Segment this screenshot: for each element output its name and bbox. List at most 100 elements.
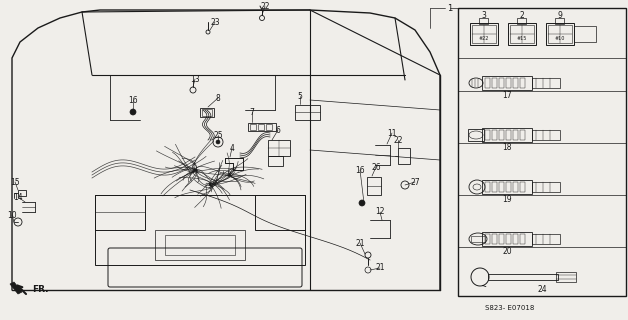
Bar (485, 78, 490, 88)
Bar (513, 234, 518, 244)
Text: 3: 3 (482, 11, 487, 20)
Text: 22: 22 (393, 135, 403, 145)
Text: 10: 10 (7, 211, 17, 220)
Text: 7: 7 (249, 108, 254, 116)
Text: 9: 9 (558, 11, 563, 20)
Bar (458, 8, 626, 296)
Text: 23: 23 (210, 18, 220, 27)
Polygon shape (10, 282, 22, 294)
Text: 16: 16 (355, 165, 365, 174)
Text: 18: 18 (502, 142, 512, 151)
Bar (248, 123, 276, 131)
Bar (520, 130, 525, 140)
Bar (482, 232, 532, 246)
Bar (266, 124, 272, 130)
Bar (258, 124, 264, 130)
Text: 26: 26 (371, 163, 381, 172)
Bar (468, 129, 484, 141)
Text: 6: 6 (276, 125, 281, 134)
Bar (485, 234, 490, 244)
Bar (532, 182, 560, 192)
Bar (492, 130, 497, 140)
Text: 5: 5 (298, 92, 303, 100)
Bar (506, 234, 511, 244)
Text: 17: 17 (502, 91, 512, 100)
Bar (506, 78, 511, 88)
Circle shape (216, 140, 220, 144)
Bar (520, 182, 525, 192)
Bar (499, 130, 504, 140)
Bar (492, 234, 497, 244)
Bar (510, 25, 534, 43)
Text: FR.: FR. (32, 285, 48, 294)
Bar (492, 78, 497, 88)
Bar (95, 195, 145, 230)
Bar (513, 78, 518, 88)
Bar (295, 105, 320, 120)
Text: 25: 25 (213, 131, 223, 140)
Bar (532, 130, 560, 140)
Bar (482, 76, 532, 90)
Text: 12: 12 (376, 207, 385, 217)
Text: 16: 16 (128, 95, 138, 105)
Bar (18, 190, 26, 196)
Bar (470, 23, 498, 45)
Text: 27: 27 (410, 178, 420, 187)
Circle shape (359, 200, 365, 206)
Bar (506, 182, 511, 192)
Bar (513, 130, 518, 140)
Text: #10: #10 (555, 36, 565, 41)
Bar (367, 177, 381, 195)
Text: 13: 13 (190, 75, 200, 84)
Bar (165, 235, 235, 255)
Bar (472, 25, 496, 43)
Bar (482, 180, 532, 194)
Bar (513, 182, 518, 192)
Bar (499, 234, 504, 244)
Bar (485, 130, 490, 140)
Text: 8: 8 (215, 93, 220, 102)
Text: 15: 15 (10, 178, 20, 187)
Text: #22: #22 (479, 36, 489, 41)
Bar (508, 23, 536, 45)
Text: 21: 21 (376, 263, 385, 273)
Text: S823- E07018: S823- E07018 (485, 305, 534, 311)
Bar (556, 272, 576, 282)
Bar (268, 156, 283, 166)
Bar (202, 109, 212, 116)
Text: 11: 11 (387, 129, 397, 138)
Bar (532, 78, 560, 88)
Bar (499, 182, 504, 192)
Text: 14: 14 (13, 193, 23, 202)
Text: 1: 1 (447, 4, 453, 12)
Bar (200, 108, 214, 117)
Text: 21: 21 (355, 238, 365, 247)
Circle shape (130, 109, 136, 115)
Bar (492, 182, 497, 192)
Text: 2: 2 (519, 11, 524, 20)
Bar (574, 26, 596, 42)
Bar (479, 18, 488, 24)
Bar (155, 230, 245, 260)
Text: 4: 4 (230, 143, 234, 153)
Bar (499, 78, 504, 88)
Bar (471, 236, 485, 242)
Bar (506, 130, 511, 140)
Bar (250, 124, 256, 130)
Text: 19: 19 (502, 195, 512, 204)
Bar (482, 128, 532, 142)
Bar (520, 78, 525, 88)
Bar (488, 274, 558, 280)
Bar (548, 25, 572, 43)
Bar (517, 18, 526, 24)
Bar (255, 195, 305, 230)
Bar (546, 23, 574, 45)
Bar (485, 182, 490, 192)
Bar (95, 195, 305, 265)
Bar (398, 148, 410, 164)
Text: 20: 20 (502, 246, 512, 255)
Text: 22: 22 (260, 2, 270, 11)
Text: 24: 24 (537, 285, 547, 294)
Bar (555, 18, 564, 24)
Bar (520, 234, 525, 244)
